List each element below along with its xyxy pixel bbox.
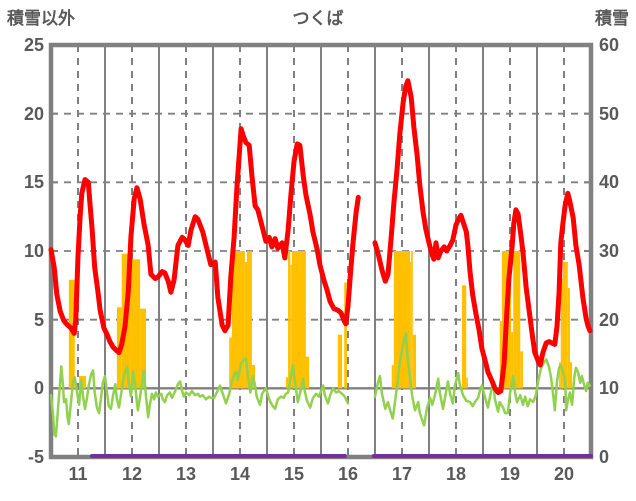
sunshine-bars [562, 261, 568, 389]
chart-title: つくば [292, 9, 344, 28]
temperature-line [48, 126, 361, 356]
sunshine-bars [244, 261, 248, 389]
right-axis-tick-label: 60 [599, 35, 620, 55]
sunshine-bars [290, 264, 292, 389]
sunshine-bars [560, 278, 563, 389]
x-axis-day-label: 13 [175, 464, 197, 484]
x-axis-day-label: 19 [499, 464, 521, 484]
x-axis-day-label: 15 [283, 464, 305, 484]
x-axis-day-label: 18 [445, 464, 467, 484]
sunshine-bars [140, 308, 147, 389]
sunshine-bars [461, 285, 467, 389]
sunshine-bars [412, 334, 417, 389]
left-axis-tick-label: 5 [33, 309, 44, 330]
sunshine-bars [559, 362, 561, 389]
sunshine-bars [288, 251, 291, 389]
right-axis-tick-label: 0 [599, 447, 610, 467]
sunshine-bars [520, 351, 523, 389]
x-axis-day-label: 11 [68, 464, 88, 484]
sunshine-bars [511, 332, 514, 389]
sunshine-bars [393, 251, 411, 389]
left-axis-tick-label: 10 [23, 241, 44, 261]
sunshine-bars [337, 334, 343, 389]
sunshine-bars [130, 259, 141, 389]
x-axis-day-label: 16 [337, 464, 359, 484]
sunshine-bars [247, 251, 252, 389]
right-axis-tick-label: 50 [599, 103, 620, 124]
right-axis-title: 積雪 [595, 9, 629, 28]
temperature-line [372, 78, 593, 395]
sunshine-bars [305, 356, 310, 389]
right-axis-tick-label: 10 [599, 378, 620, 399]
sunshine-bars [229, 337, 232, 389]
x-axis-day-label: 14 [229, 464, 251, 484]
right-axis-tick-label: 30 [599, 241, 620, 261]
right-axis-tick-label: 20 [599, 309, 620, 330]
left-axis-title: 積雪以外 [7, 9, 75, 28]
sunshine-bars [499, 321, 502, 389]
left-axis-tick-label: 15 [23, 172, 44, 193]
sunshine-bars [466, 377, 468, 389]
sunshine-bars [391, 364, 394, 389]
sunshine-bars [344, 282, 347, 389]
x-axis-day-label: 17 [391, 464, 413, 484]
x-axis-day-label: 12 [121, 464, 143, 484]
sunshine-bars [569, 362, 573, 389]
sunshine-bars [410, 261, 412, 389]
sunshine-bars [513, 251, 521, 389]
left-axis-tick-label: -5 [27, 447, 44, 467]
sunshine-bars [411, 251, 413, 389]
left-axis-tick-label: 20 [23, 103, 44, 124]
sunshine-bars [231, 251, 245, 389]
sunshine-bars [285, 377, 289, 389]
left-axis-tick-label: 0 [33, 378, 44, 399]
sunshine-bars [291, 251, 306, 389]
green-noise-line [49, 356, 350, 438]
left-axis-tick-label: 25 [23, 35, 44, 55]
x-axis-day-label: 20 [553, 464, 575, 484]
right-axis-tick-label: 40 [599, 172, 620, 193]
sunshine-bars [567, 288, 570, 389]
green-noise-line [373, 332, 592, 427]
